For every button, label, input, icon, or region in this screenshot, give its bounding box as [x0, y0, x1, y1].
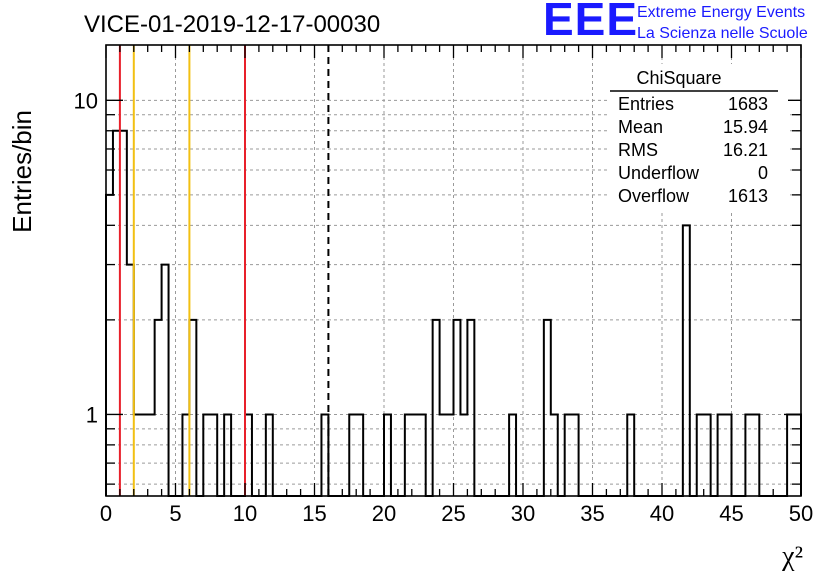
eee-logo: EEE Extreme Energy Events La Scienza nel…	[543, 0, 833, 46]
stats-box-background	[610, 64, 788, 210]
y-tick-label: 10	[74, 88, 98, 113]
x-tick-label: 5	[169, 501, 181, 526]
stats-row-value: 1683	[728, 94, 768, 114]
histogram-series	[105, 129, 802, 497]
x-tick-label: 30	[511, 501, 535, 526]
x-tick-label: 40	[650, 501, 674, 526]
stats-box: ChiSquare Entries 1683 Mean 15.94 RMS 16.21 Un…	[610, 64, 788, 210]
stats-row-label: Entries	[618, 94, 674, 114]
x-tick-label: 45	[719, 501, 743, 526]
stats-row-label: Mean	[618, 117, 663, 137]
stats-row-label: Underflow	[618, 163, 700, 183]
x-tick-label: 10	[233, 501, 257, 526]
stats-row-value: 0	[758, 163, 768, 183]
eee-logo-mark: EEE	[543, 0, 639, 45]
x-tick-label: 25	[441, 501, 465, 526]
stats-row-label: Overflow	[618, 186, 690, 206]
x-tick-label: 50	[789, 501, 813, 526]
x-tick-label: 35	[580, 501, 604, 526]
stats-row-value: 1613	[728, 186, 768, 206]
x-axis-ticks: 0 5 10 15 20 25 30 35 40 45 50	[100, 45, 813, 526]
y-tick-label: 1	[86, 402, 98, 427]
x-tick-label: 0	[100, 501, 112, 526]
reference-lines	[118, 45, 330, 496]
x-tick-label: 20	[372, 501, 396, 526]
stats-box-title: ChiSquare	[636, 68, 721, 88]
histogram-outline	[105, 129, 802, 497]
stats-row-label: RMS	[618, 140, 658, 160]
x-axis-label: χ²	[781, 541, 803, 572]
y-axis-ticks: 1 10	[74, 88, 801, 485]
eee-logo-line2: La Scienza nelle Scuole	[637, 25, 808, 42]
stats-row-value: 15.94	[723, 117, 768, 137]
y-axis-label: Entries/bin	[7, 110, 37, 233]
eee-logo-line1: Extreme Energy Events	[637, 4, 806, 21]
stats-row-value: 16.21	[723, 140, 768, 160]
x-tick-label: 15	[302, 501, 326, 526]
chart-title: VICE-01-2019-12-17-00030	[84, 11, 380, 38]
grid-lines	[106, 45, 801, 496]
